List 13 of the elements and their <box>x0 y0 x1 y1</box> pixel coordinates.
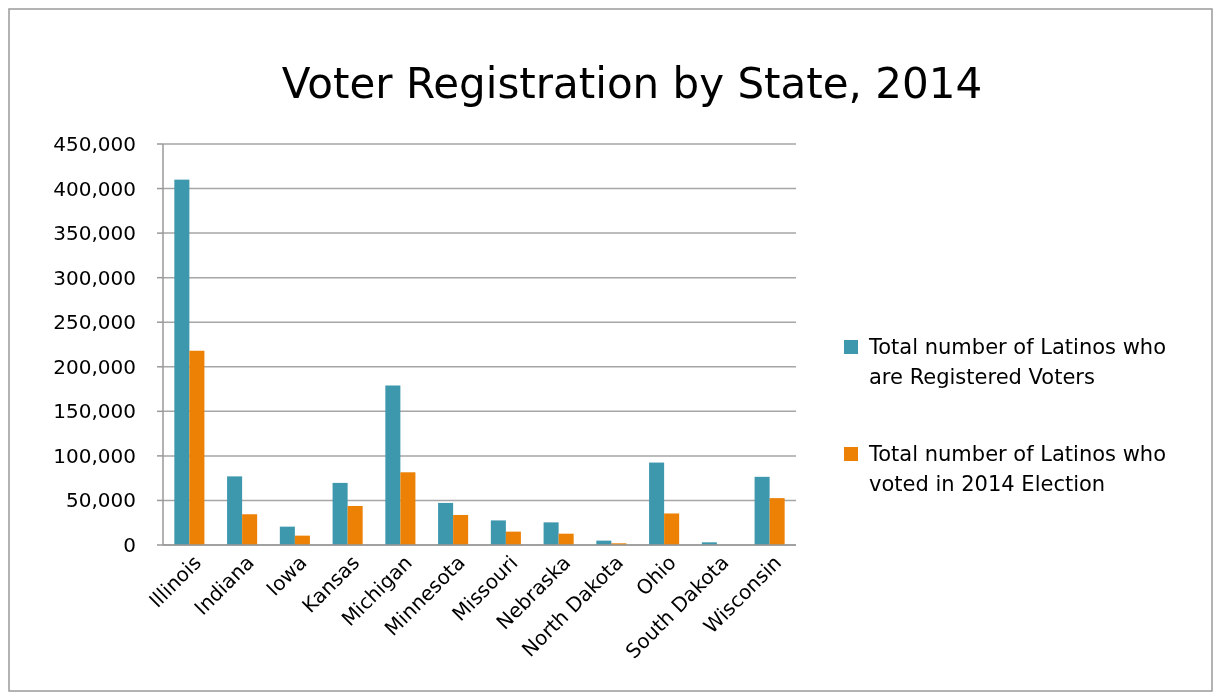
y-tick-label: 150,000 <box>53 399 136 424</box>
legend-label: Total number of Latinos who are Registered Voters <box>868 335 1167 389</box>
chart-title: Voter Registration by State, 2014 <box>281 59 983 108</box>
y-tick-label: 200,000 <box>53 354 136 379</box>
y-tick-label: 0 <box>123 533 136 557</box>
y-tick-label: 450,000 <box>53 132 136 156</box>
y-tick-label: 100,000 <box>53 443 136 468</box>
y-tick-label: 350,000 <box>53 221 136 246</box>
legend-label: Total number of Latinos who voted in 2014 Election <box>868 442 1167 496</box>
y-tick-label: 400,000 <box>53 176 136 201</box>
y-tick-label: 300,000 <box>53 265 136 290</box>
y-tick-label: 250,000 <box>53 310 136 335</box>
y-tick-label: 50,000 <box>66 488 136 513</box>
